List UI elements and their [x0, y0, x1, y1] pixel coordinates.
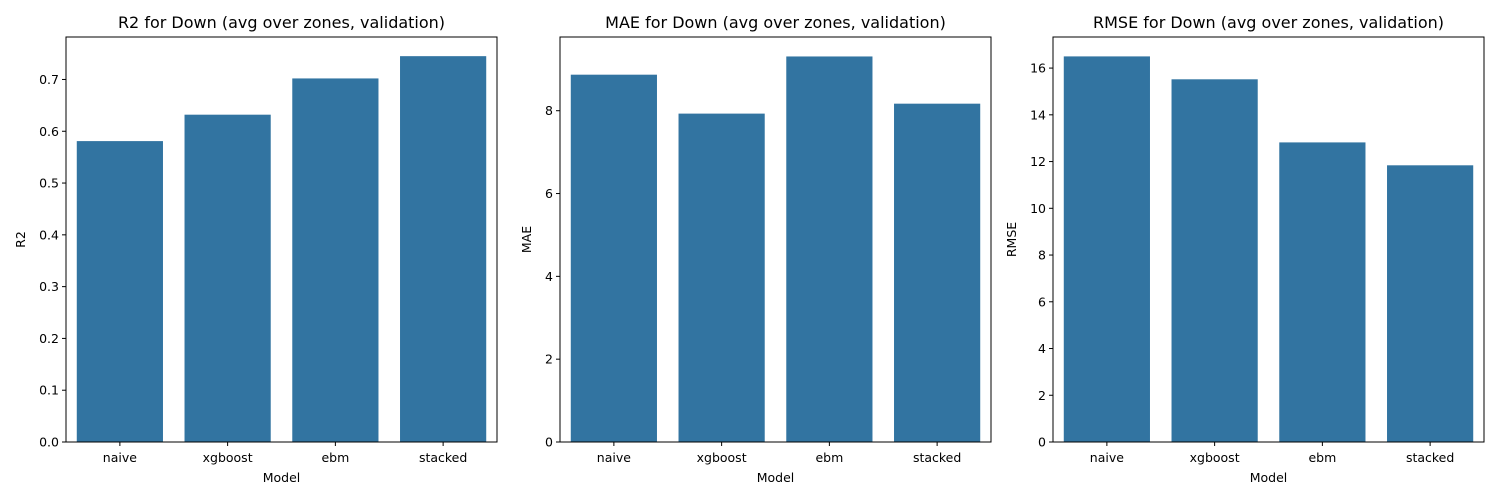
r2-bar-ebm	[292, 78, 379, 443]
mae-xtick-label-ebm: ebm	[815, 450, 843, 465]
r2-ytick-label: 0.5	[39, 176, 59, 191]
mae-axes-frame	[559, 36, 992, 443]
mae-ytick-label: 2	[545, 352, 553, 367]
mae-ytick-label: 6	[545, 186, 553, 201]
r2-xtick-label-naive: naive	[103, 450, 137, 465]
rmse-bar-stacked	[1387, 165, 1474, 442]
rmse-xtick-label-naive: naive	[1090, 450, 1124, 465]
r2-y-axis-label: R2	[13, 231, 28, 248]
rmse-xtick-label-stacked: stacked	[1406, 450, 1454, 465]
rmse-x-axis-label: Model	[1250, 470, 1288, 485]
rmse-bar-xgboost	[1171, 79, 1258, 442]
r2-axes-frame	[65, 36, 498, 443]
r2-ytick-label: 0.7	[39, 72, 59, 87]
r2-ytick-label: 0.6	[39, 124, 59, 139]
mae-xtick-label-stacked: stacked	[913, 450, 961, 465]
rmse-ytick-label: 16	[1030, 61, 1046, 76]
rmse-ytick-label: 10	[1030, 201, 1046, 216]
mae-bar-ebm	[786, 56, 873, 442]
r2-xtick-label-ebm: ebm	[321, 450, 349, 465]
r2-ytick-label: 0.3	[39, 279, 59, 294]
rmse-ytick-label: 14	[1030, 107, 1046, 122]
mae-ytick-label: 8	[545, 103, 553, 118]
rmse-bar-naive	[1063, 56, 1150, 442]
r2-bar-stacked	[400, 56, 487, 442]
r2-bar-naive	[76, 141, 163, 443]
mae-bar-naive	[570, 74, 657, 442]
r2-ytick-label: 0.4	[39, 227, 59, 242]
rmse-ytick-label: 2	[1038, 388, 1046, 403]
r2-ytick-label: 0.1	[39, 383, 59, 398]
rmse-xtick-label-xgboost: xgboost	[1190, 450, 1240, 465]
rmse-chart-title: RMSE for Down (avg over zones, validatio…	[1093, 13, 1444, 32]
rmse-ytick-label: 6	[1038, 294, 1046, 309]
rmse-xtick-label-ebm: ebm	[1308, 450, 1336, 465]
r2-bar-xgboost	[184, 114, 271, 442]
mae-xtick-label-xgboost: xgboost	[697, 450, 747, 465]
r2-chart-title: R2 for Down (avg over zones, validation)	[118, 13, 445, 32]
rmse-ytick-label: 8	[1038, 248, 1046, 263]
mae-chart: 0 2 4 6 8 naive xgboost ebm stacked MAE for Down …	[519, 13, 992, 485]
mae-ytick-label: 4	[545, 269, 553, 284]
mae-x-axis-label: Model	[757, 470, 795, 485]
mae-bar-xgboost	[678, 113, 765, 443]
rmse-ytick-label: 4	[1038, 341, 1046, 356]
mae-bar-stacked	[894, 103, 981, 442]
r2-ytick-label: 0.2	[39, 331, 59, 346]
mae-ytick-label: 0	[545, 435, 553, 450]
r2-xtick-label-xgboost: xgboost	[203, 450, 253, 465]
r2-ytick-label: 0.0	[39, 435, 59, 450]
mae-chart-title: MAE for Down (avg over zones, validation…	[605, 13, 946, 32]
rmse-bar-ebm	[1279, 142, 1366, 443]
rmse-axes-frame	[1052, 36, 1485, 443]
r2-xtick-label-stacked: stacked	[419, 450, 467, 465]
rmse-ytick-label: 12	[1030, 154, 1046, 169]
mae-xtick-label-naive: naive	[597, 450, 631, 465]
rmse-y-axis-label: RMSE	[1004, 222, 1019, 257]
mae-y-axis-label: MAE	[519, 226, 534, 253]
rmse-ytick-label: 0	[1038, 435, 1046, 450]
r2-chart: 0.0 0.1 0.2 0.3 0.4 0.5 0.6 0.7 naive xgboost ebm s…	[13, 13, 498, 485]
rmse-chart: 0 2 4 6 8 10 12 14 16 naive xgboost ebm stacked RMSE …	[1004, 13, 1485, 485]
r2-x-axis-label: Model	[263, 470, 301, 485]
